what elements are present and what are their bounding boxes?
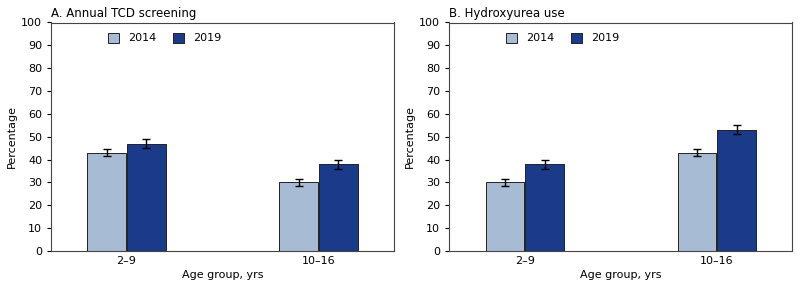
Bar <box>486 183 524 251</box>
Bar <box>127 144 165 251</box>
Y-axis label: Percentage: Percentage <box>7 105 17 168</box>
Bar <box>320 164 358 251</box>
Bar <box>526 164 564 251</box>
Text: B. Hydroxyurea use: B. Hydroxyurea use <box>449 7 565 20</box>
Bar <box>87 153 126 251</box>
Bar <box>718 130 756 251</box>
Legend: 2014, 2019: 2014, 2019 <box>108 33 221 43</box>
X-axis label: Age group, yrs: Age group, yrs <box>182 270 264 280</box>
Bar <box>678 153 716 251</box>
Legend: 2014, 2019: 2014, 2019 <box>507 33 619 43</box>
X-axis label: Age group, yrs: Age group, yrs <box>580 270 662 280</box>
Y-axis label: Percentage: Percentage <box>405 105 415 168</box>
Text: A. Annual TCD screening: A. Annual TCD screening <box>51 7 197 20</box>
Bar <box>280 183 318 251</box>
